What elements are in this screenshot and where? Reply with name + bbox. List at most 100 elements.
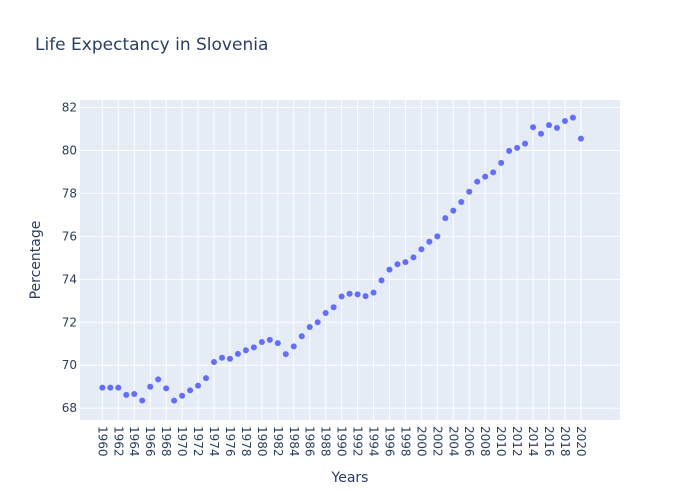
y-tick-label: 70 xyxy=(62,358,77,372)
data-point xyxy=(530,124,537,131)
x-tick-label: 2000 xyxy=(414,426,428,457)
data-point xyxy=(490,169,497,176)
data-point xyxy=(258,339,265,346)
chart-title: Life Expectancy in Slovenia xyxy=(35,35,268,55)
data-point xyxy=(218,354,225,361)
data-point xyxy=(242,347,249,354)
data-point xyxy=(306,324,313,331)
x-tick-label: 2012 xyxy=(510,426,524,457)
data-point xyxy=(522,140,529,147)
x-tick-label: 1974 xyxy=(207,426,221,457)
data-point xyxy=(514,144,521,151)
x-tick-label: 2018 xyxy=(558,426,572,457)
x-tick-label: 1966 xyxy=(143,426,157,457)
data-point xyxy=(370,289,377,296)
x-tick-label: 1978 xyxy=(239,426,253,457)
y-tick-labels: 68 70 72 74 76 78 80 82 xyxy=(62,101,77,416)
x-tick-label: 1992 xyxy=(351,426,365,457)
y-tick-label: 80 xyxy=(62,143,77,157)
x-tick-label: 2020 xyxy=(574,426,588,457)
x-tick-label: 1994 xyxy=(367,426,381,457)
data-point xyxy=(163,385,170,392)
x-tick-label: 1982 xyxy=(271,426,285,457)
x-tick-label: 2008 xyxy=(478,426,492,457)
data-point xyxy=(195,382,202,389)
x-tick-label: 1970 xyxy=(175,426,189,457)
x-tick-label: 1962 xyxy=(111,426,125,457)
data-point xyxy=(298,333,305,340)
data-point xyxy=(266,336,273,343)
plot-area xyxy=(80,100,620,420)
y-tick-label: 82 xyxy=(62,101,77,115)
data-point xyxy=(378,277,385,284)
y-gridlines xyxy=(80,107,620,409)
x-axis-title: Years xyxy=(331,470,369,486)
data-point xyxy=(338,293,345,300)
data-point xyxy=(506,147,513,154)
data-point xyxy=(450,207,457,214)
data-point xyxy=(442,215,449,222)
y-tick-label: 76 xyxy=(62,229,77,243)
y-tick-label: 72 xyxy=(62,315,77,329)
data-point xyxy=(538,130,545,137)
data-point xyxy=(426,238,433,245)
data-point xyxy=(498,159,505,166)
x-tick-label: 1964 xyxy=(127,426,141,457)
y-tick-label: 68 xyxy=(62,401,77,415)
x-tick-label: 2010 xyxy=(494,426,508,457)
data-point xyxy=(410,254,417,261)
y-axis-title: Percentage xyxy=(28,221,44,300)
data-point xyxy=(226,355,233,362)
x-tick-label: 1998 xyxy=(398,426,412,457)
data-point xyxy=(99,384,106,391)
data-point xyxy=(131,391,138,398)
x-tick-label: 2006 xyxy=(462,426,476,457)
x-tick-label: 1960 xyxy=(95,426,109,457)
data-point xyxy=(147,383,154,390)
data-point xyxy=(314,319,321,326)
y-tick-label: 74 xyxy=(62,272,77,286)
x-tick-label: 2004 xyxy=(446,426,460,457)
x-tick-label: 1968 xyxy=(159,426,173,457)
data-point xyxy=(330,304,337,311)
data-point xyxy=(546,122,553,129)
data-point xyxy=(386,266,393,273)
data-point xyxy=(282,351,289,358)
data-point xyxy=(362,293,369,300)
x-tick-label: 1984 xyxy=(287,426,301,457)
y-tick-label: 78 xyxy=(62,186,77,200)
data-point xyxy=(211,359,218,366)
data-point xyxy=(123,391,130,398)
data-point xyxy=(418,246,425,253)
data-point xyxy=(561,118,568,125)
data-point xyxy=(569,114,576,121)
x-tick-label: 1986 xyxy=(303,426,317,457)
x-tick-label: 2016 xyxy=(542,426,556,457)
data-point xyxy=(346,290,353,297)
x-gridlines xyxy=(101,100,582,420)
data-point xyxy=(250,344,257,351)
data-point xyxy=(274,340,281,347)
data-point xyxy=(354,291,361,298)
x-tick-label: 1990 xyxy=(335,426,349,457)
data-point xyxy=(482,173,489,180)
x-tick-label: 1972 xyxy=(191,426,205,457)
data-point xyxy=(402,259,409,266)
data-points xyxy=(99,114,584,404)
data-point xyxy=(434,233,441,240)
data-point xyxy=(139,397,146,404)
data-point xyxy=(394,261,401,268)
data-point xyxy=(155,376,162,383)
x-tick-label: 2014 xyxy=(526,426,540,457)
x-tick-label: 2002 xyxy=(430,426,444,457)
data-point xyxy=(234,350,241,357)
data-point xyxy=(179,392,186,399)
data-point xyxy=(203,375,210,382)
x-tick-label: 1976 xyxy=(223,426,237,457)
data-point xyxy=(107,384,114,391)
data-point xyxy=(187,387,194,394)
data-point xyxy=(458,199,465,206)
x-tick-label: 1980 xyxy=(255,426,269,457)
x-tick-label: 1988 xyxy=(319,426,333,457)
data-point xyxy=(115,384,122,391)
